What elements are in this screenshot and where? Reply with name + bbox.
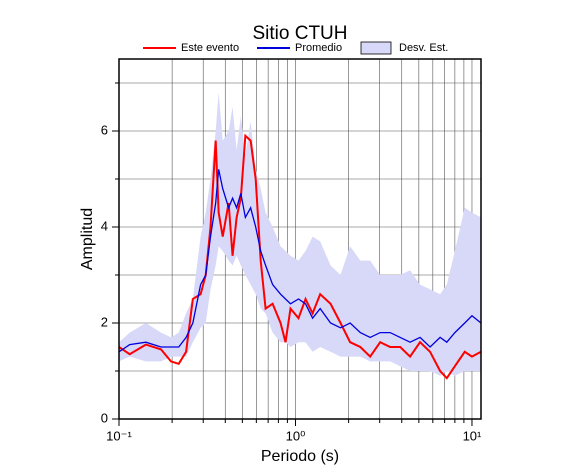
y-tick-label: 0 bbox=[101, 410, 108, 425]
x-tick-label: 10¹ bbox=[463, 428, 482, 443]
std-band bbox=[119, 92, 481, 376]
y-tick-label: 2 bbox=[101, 314, 108, 329]
y-tick-label: 4 bbox=[101, 218, 108, 233]
series-line bbox=[118, 169, 482, 353]
x-tick-label: 10⁻¹ bbox=[106, 428, 132, 443]
y-tick-label: 6 bbox=[101, 122, 108, 137]
y-axis-label: Amplitud bbox=[79, 208, 96, 270]
legend-label: Promedio bbox=[295, 42, 342, 54]
x-tick-label: 10⁰ bbox=[286, 428, 306, 443]
plot-frame bbox=[118, 58, 482, 420]
legend-label: Este evento bbox=[181, 42, 239, 54]
chart-title: Sitio CTUH bbox=[252, 23, 347, 44]
series-line bbox=[118, 133, 482, 380]
legend-label: Desv. Est. bbox=[399, 42, 448, 54]
legend-swatch bbox=[360, 41, 392, 55]
x-axis-label: Periodo (s) bbox=[261, 448, 339, 465]
